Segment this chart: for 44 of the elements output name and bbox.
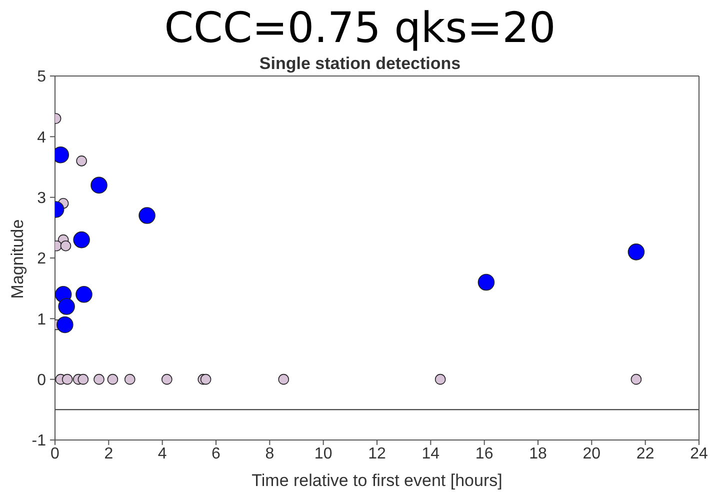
x-tick-label: 22	[636, 445, 654, 462]
point	[58, 298, 75, 315]
x-tick-label: 4	[158, 445, 167, 462]
x-tick-label: 0	[50, 445, 60, 462]
point	[73, 231, 90, 248]
point	[76, 156, 87, 166]
x-tick-label: 6	[212, 445, 221, 462]
x-tick-label: 14	[422, 445, 440, 462]
point	[278, 374, 290, 385]
point	[138, 207, 156, 224]
x-tick-label: 18	[529, 445, 547, 462]
y-tick-label: 5	[37, 68, 46, 86]
point	[161, 374, 172, 385]
y-tick-label: 2	[37, 250, 46, 268]
point	[94, 374, 104, 385]
point	[630, 374, 642, 385]
y-tick-label: 3	[37, 190, 46, 208]
point	[124, 374, 136, 385]
y-tick-label: 0	[37, 372, 46, 390]
y-axis-title: Magnitude	[7, 218, 28, 301]
point	[107, 374, 118, 385]
x-tick-label: 24	[690, 445, 708, 462]
y-tick-label: -1	[32, 432, 46, 450]
x-axis-title: Time relative to first event [hours]	[252, 471, 502, 490]
point	[76, 286, 92, 303]
point	[90, 176, 108, 194]
point	[78, 374, 89, 385]
x-tick-label: 10	[314, 445, 332, 462]
chart-title: CCC=0.75 qks=20	[163, 2, 557, 54]
point	[200, 374, 212, 385]
y-tick-label: 4	[37, 129, 46, 146]
point	[60, 240, 72, 252]
point	[434, 374, 446, 385]
chart-subtitle: Single station detections	[259, 54, 461, 73]
point	[56, 316, 74, 334]
x-tick-label: 2	[104, 445, 114, 462]
point	[62, 374, 73, 385]
x-tick-label: 12	[368, 445, 386, 462]
y-tick-label: 1	[37, 311, 46, 328]
point	[628, 244, 645, 260]
x-tick-label: 20	[582, 445, 601, 462]
x-tick-label: 8	[265, 445, 274, 462]
point	[478, 274, 495, 291]
x-tick-label: 16	[475, 445, 494, 462]
